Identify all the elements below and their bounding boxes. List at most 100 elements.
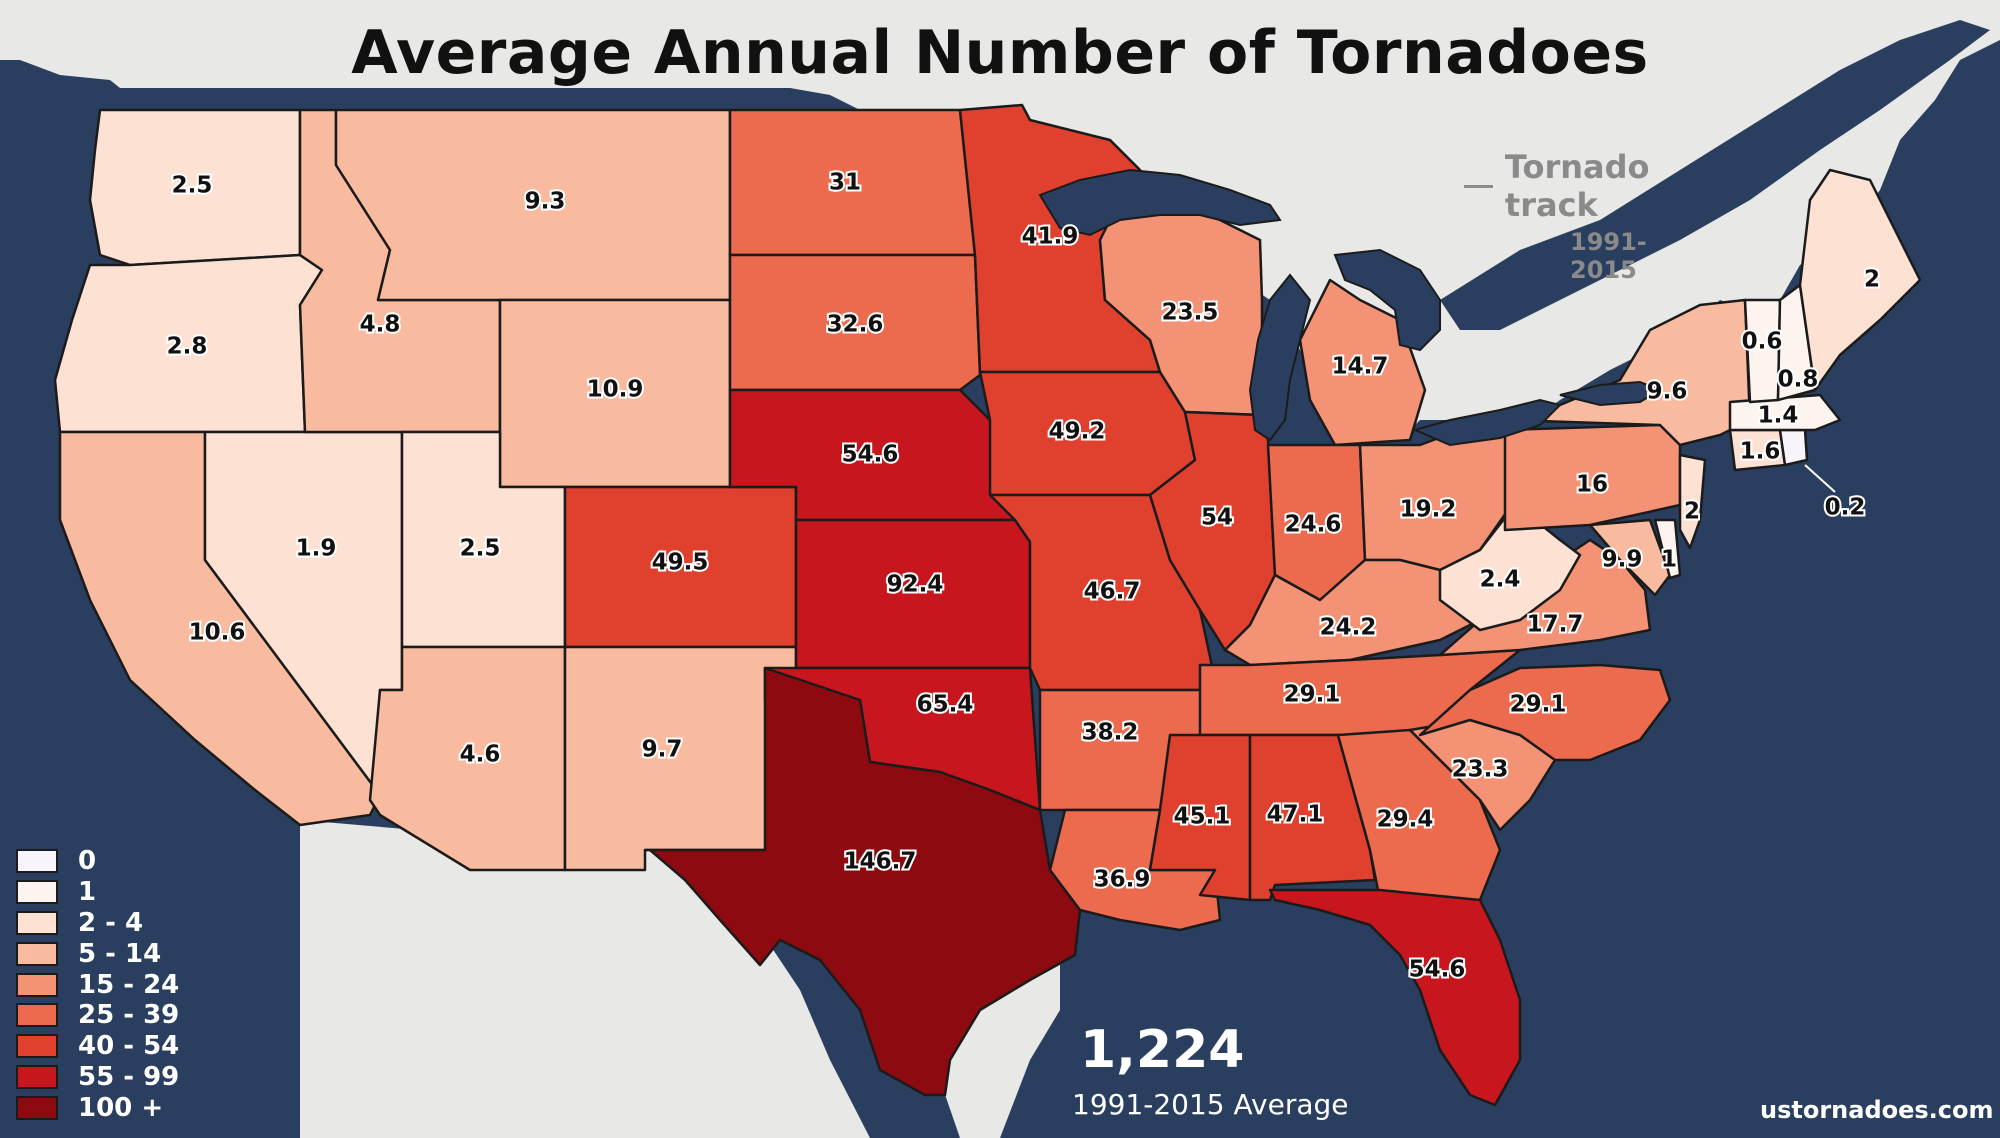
legend-label: 1 <box>78 877 97 908</box>
state-value-label: 2 <box>1864 267 1880 293</box>
state-value-label: 1.9 <box>296 536 337 562</box>
state-value-label: 0.6 <box>1742 329 1783 355</box>
state-tx <box>643 666 1082 1097</box>
great-lakes <box>1038 168 1663 447</box>
state-value-label: 1.4 <box>1758 403 1799 429</box>
state-value-label: 92.4 <box>887 572 944 598</box>
legend-swatch <box>16 1064 58 1089</box>
legend-label: 100 + <box>78 1092 164 1123</box>
st-lawrence-river <box>1440 20 1990 330</box>
state-value-label: 23.3 <box>1452 757 1509 783</box>
legend-item: 100 + <box>16 1092 179 1123</box>
state-value-label: 29.1 <box>1510 692 1567 718</box>
state-value-label: 2.5 <box>460 536 501 562</box>
legend-swatch <box>16 1003 58 1028</box>
state-value-label: 9.3 <box>525 189 566 215</box>
state-sd <box>728 253 982 392</box>
track-legend-years: 1991-2015 <box>1570 228 1647 284</box>
state-value-label: 2.4 <box>1480 567 1521 593</box>
track-legend-label: Tornado track <box>1504 148 1650 224</box>
state-value-label: 47.1 <box>1267 802 1324 828</box>
state-value-label: 14.7 <box>1332 354 1389 380</box>
state-value-label: 10.9 <box>587 377 644 403</box>
state-value-label: 24.6 <box>1285 512 1342 538</box>
states-layer <box>53 103 1922 1107</box>
state-ma <box>1728 393 1842 432</box>
state-mi <box>1298 278 1427 447</box>
state-value-label: 54.6 <box>1409 957 1466 983</box>
state-value-label: 2 <box>1684 499 1700 525</box>
legend-label: 5 - 14 <box>78 938 162 969</box>
state-value-label: 2.8 <box>167 334 208 360</box>
state-value-label: 41.9 <box>1022 224 1079 250</box>
state-value-label: 23.5 <box>1162 300 1219 326</box>
state-value-label: 0.2 <box>1825 495 1866 521</box>
state-value-label: 16 <box>1576 472 1608 498</box>
state-me <box>1798 168 1922 392</box>
state-value-label: 49.5 <box>652 550 709 576</box>
legend-item: 55 - 99 <box>16 1062 179 1093</box>
legend-swatch <box>16 880 58 905</box>
lake-erie <box>1412 398 1562 447</box>
state-value-label: 9.9 <box>1602 547 1643 573</box>
legend-label: 25 - 39 <box>78 1000 180 1031</box>
state-value-label: 29.1 <box>1284 682 1341 708</box>
state-value-label: 49.2 <box>1049 419 1106 445</box>
state-value-label: 9.6 <box>1647 379 1688 405</box>
state-value-label: 46.7 <box>1084 579 1141 605</box>
state-value-label: 4.6 <box>460 742 501 768</box>
legend-swatch <box>16 972 58 997</box>
legend-item: 2 - 4 <box>16 908 179 939</box>
state-value-label: 17.7 <box>1527 612 1584 638</box>
legend-item: 15 - 24 <box>16 969 179 1000</box>
state-value-label: 38.2 <box>1082 720 1139 746</box>
map-title: Average Annual Number of Tornadoes <box>351 18 1649 88</box>
state-nj <box>1678 453 1707 550</box>
total-value: 1,224 <box>1080 1020 1245 1080</box>
legend-item: 5 - 14 <box>16 938 179 969</box>
state-nc <box>1418 663 1672 762</box>
legend-label: 15 - 24 <box>78 969 180 1000</box>
state-value-label: 4.8 <box>360 312 401 338</box>
lake-superior <box>1038 168 1282 237</box>
state-value-label: 29.4 <box>1377 807 1434 833</box>
state-value-label: 31 <box>829 170 861 196</box>
state-md <box>1588 518 1672 597</box>
state-value-label: 1.6 <box>1740 439 1781 465</box>
legend-label: 40 - 54 <box>78 1031 180 1062</box>
legend-item: 1 <box>16 877 179 908</box>
state-value-label: 2.5 <box>172 173 213 199</box>
state-wv <box>1438 503 1582 632</box>
legend-label: 55 - 99 <box>78 1061 180 1092</box>
state-value-label: 65.4 <box>917 692 974 718</box>
state-value-label: 54 <box>1201 505 1233 531</box>
state-value-label: 32.6 <box>827 312 884 338</box>
state-value-label: 36.9 <box>1094 867 1151 893</box>
state-value-label: 24.2 <box>1320 615 1377 641</box>
legend-swatch <box>16 849 58 874</box>
state-value-label: 54.6 <box>842 442 899 468</box>
lake-huron <box>1333 248 1441 352</box>
legend-label: 2 - 4 <box>78 907 144 938</box>
state-ri <box>1778 428 1809 467</box>
legend-item: 25 - 39 <box>16 1000 179 1031</box>
credit-text: ustornadoes.com <box>1760 1096 1994 1124</box>
state-fl <box>1268 888 1522 1107</box>
state-value-label: 1 <box>1661 547 1677 573</box>
state-value-label: 0.8 <box>1778 367 1819 393</box>
lake-ontario <box>1559 380 1663 407</box>
state-labels: 2.52.810.61.94.89.310.92.54.649.59.73132… <box>165 168 1882 985</box>
legend-swatch <box>16 910 58 935</box>
legend-label: 0 <box>78 846 97 877</box>
ri-leader-line <box>1804 464 1836 493</box>
state-value-label: 19.2 <box>1400 497 1457 523</box>
legend-swatch <box>16 941 58 966</box>
tornado-track-legend: Tornado track 1991-2015 <box>1464 148 1694 284</box>
state-de <box>1653 518 1682 580</box>
lake-michigan <box>1248 273 1312 442</box>
legend-swatch <box>16 1034 58 1059</box>
legend-item: 0 <box>16 846 179 877</box>
